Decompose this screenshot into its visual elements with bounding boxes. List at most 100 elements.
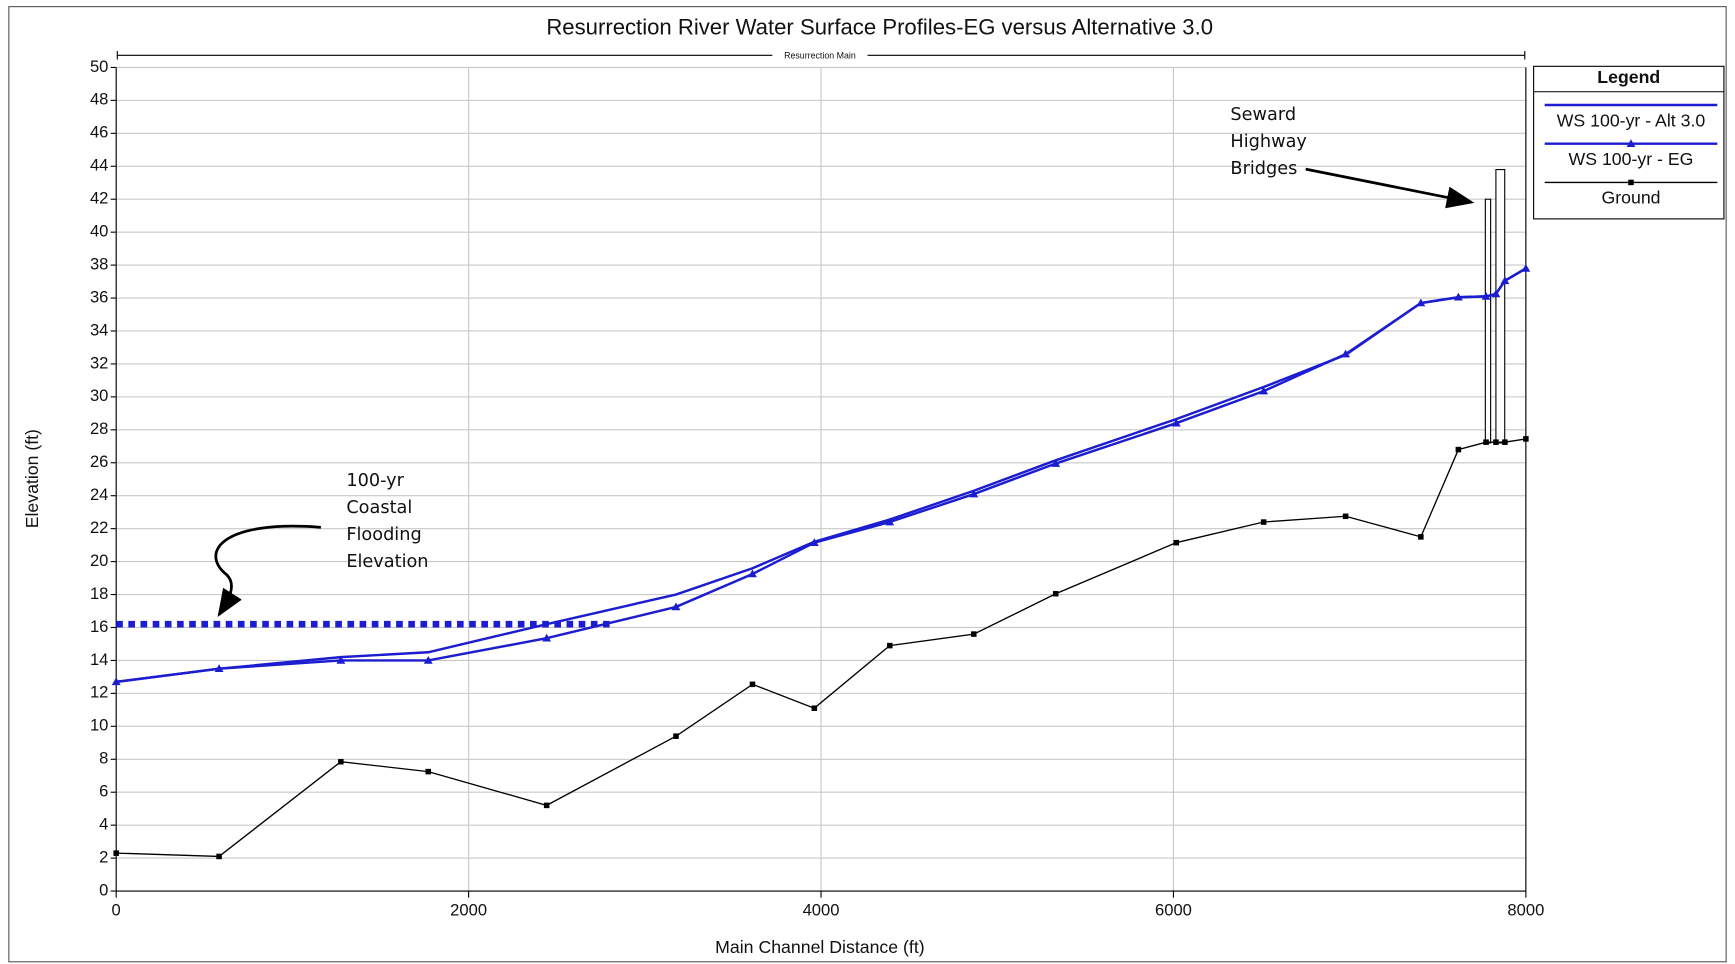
bridge-arrow: [1305, 167, 1475, 209]
chart-title: Resurrection River Water Surface Profile…: [546, 15, 1213, 40]
point: [673, 733, 679, 739]
y-tick-label: 34: [90, 320, 108, 339]
point: [1051, 459, 1061, 467]
point: [1483, 439, 1489, 445]
y-tick-label: 36: [90, 287, 108, 306]
y-tick-label: 6: [99, 782, 108, 801]
y-tick-label: 22: [90, 518, 108, 537]
y-tick-label: 20: [90, 551, 108, 570]
point: [1626, 139, 1636, 148]
point: [543, 802, 550, 809]
annotation: Bridges: [1230, 159, 1297, 179]
point: [1418, 534, 1424, 540]
point: [749, 681, 756, 688]
annotation: Flooding: [346, 525, 421, 545]
point: [1259, 386, 1269, 395]
point: [336, 656, 346, 664]
point: [885, 517, 895, 526]
y-tick-label: 12: [90, 683, 108, 702]
x-tick-label: 8000: [1507, 900, 1544, 919]
point: [1260, 519, 1267, 525]
y-tick-label: 26: [90, 452, 108, 471]
y-tick-label: 24: [90, 485, 108, 504]
reach-label: Resurrection Main: [784, 51, 856, 61]
point: [542, 633, 552, 642]
legend-label: WS 100-yr - Alt 3.0: [1557, 110, 1706, 130]
point: [811, 705, 818, 711]
y-tick-label: 18: [90, 584, 108, 603]
flood-arrow: [214, 524, 321, 617]
y-tick-label: 44: [90, 156, 108, 175]
x-tick-label: 0: [112, 900, 121, 919]
annotation: Coastal: [346, 498, 412, 518]
y-tick-label: 42: [90, 189, 108, 208]
y-tick-label: 4: [99, 815, 108, 834]
y-tick-label: 48: [90, 90, 108, 109]
x-tick-label: 4000: [803, 900, 840, 919]
legend: Legend WS 100-yr - Alt 3.0 WS 100-yr - EG…: [1533, 65, 1725, 220]
x-axis-label: Main Channel Distance (ft): [715, 937, 925, 957]
point: [1453, 292, 1463, 301]
y-tick-label: 32: [90, 353, 108, 372]
series-line: [116, 438, 1526, 858]
point: [971, 631, 977, 637]
annotation: 100-yr: [346, 471, 404, 491]
y-tick-label: 16: [90, 617, 108, 636]
point: [748, 569, 757, 578]
point: [113, 850, 119, 856]
x-tick-label: 6000: [1155, 900, 1192, 919]
bridge: [1495, 169, 1506, 444]
point: [1341, 349, 1351, 358]
point: [1502, 439, 1508, 445]
y-tick-label: 28: [90, 419, 108, 438]
point: [338, 758, 344, 765]
annotation: Seward: [1230, 105, 1296, 125]
series-line: [116, 267, 1527, 684]
reach-label-bg: [772, 49, 868, 61]
point: [969, 489, 979, 498]
point: [214, 664, 224, 672]
y-tick-label: 0: [99, 880, 108, 899]
y-tick-label: 10: [90, 716, 108, 735]
legend-title: Legend: [1597, 67, 1660, 87]
point: [1500, 276, 1510, 285]
point: [1342, 513, 1349, 520]
point: [1523, 436, 1529, 442]
point: [1416, 298, 1426, 307]
point: [425, 768, 432, 775]
bridge: [1484, 198, 1492, 444]
annotation: Elevation: [346, 552, 428, 572]
y-tick-label: 50: [90, 57, 108, 76]
point: [809, 538, 819, 546]
y-tick-label: 30: [90, 386, 108, 405]
grid: [110, 66, 1527, 898]
point: [1052, 590, 1059, 597]
point: [886, 642, 893, 649]
annotation: Highway: [1230, 132, 1306, 152]
y-tick-label: 46: [90, 123, 108, 142]
point: [1481, 291, 1491, 300]
point: [1455, 446, 1462, 453]
legend-label: Ground: [1601, 188, 1660, 208]
x-tick-label: 2000: [450, 900, 487, 919]
point: [671, 602, 681, 611]
frame: [8, 6, 1727, 963]
point: [1521, 263, 1531, 272]
point: [1493, 439, 1499, 445]
point: [111, 677, 121, 686]
y-tick-label: 2: [99, 847, 108, 866]
y-tick-label: 38: [90, 254, 108, 273]
point: [1171, 418, 1181, 427]
y-axis-label: Elevation (ft): [22, 429, 42, 528]
y-tick-label: 8: [99, 749, 108, 768]
point: [216, 853, 222, 860]
point: [1628, 179, 1634, 186]
point: [1491, 289, 1501, 298]
point: [1173, 539, 1180, 546]
legend-label: WS 100-yr - EG: [1569, 149, 1694, 169]
y-tick-label: 14: [90, 650, 108, 669]
point: [423, 656, 433, 664]
plot: [111, 169, 1531, 860]
y-tick-label: 40: [90, 222, 108, 241]
